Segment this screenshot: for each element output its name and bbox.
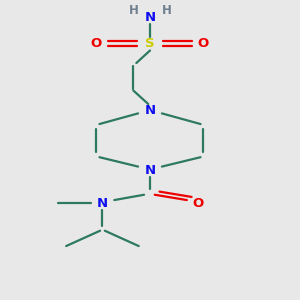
Text: O: O	[91, 37, 102, 50]
Text: H: H	[162, 4, 172, 16]
Text: O: O	[192, 197, 203, 210]
Text: N: N	[144, 164, 156, 177]
Text: N: N	[144, 11, 156, 23]
Text: S: S	[145, 37, 155, 50]
Text: H: H	[128, 4, 138, 16]
Text: N: N	[144, 104, 156, 117]
Text: N: N	[97, 197, 108, 210]
Text: O: O	[198, 37, 209, 50]
